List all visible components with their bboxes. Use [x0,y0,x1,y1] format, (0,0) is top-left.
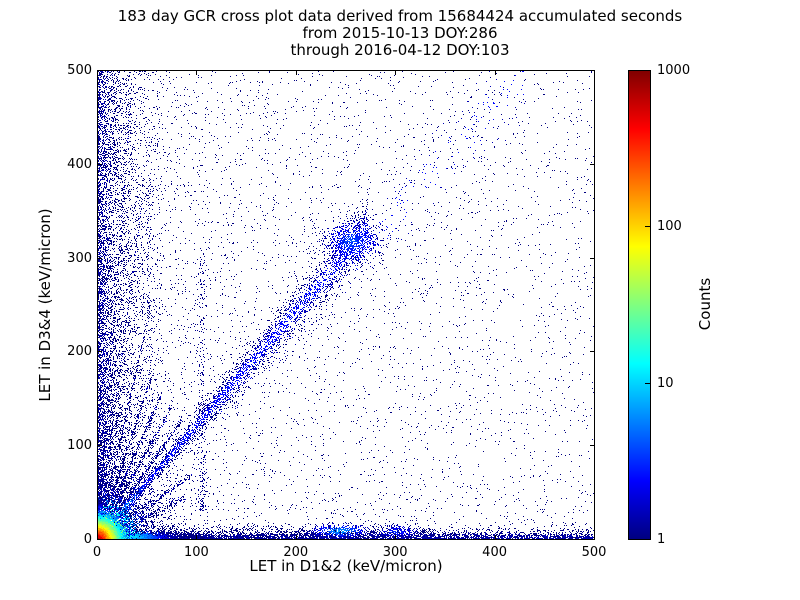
chart-title-line-1: 183 day GCR cross plot data derived from… [117,7,683,25]
y-tick-label-0: 0 [83,532,92,547]
chart-title-line-3: through 2016-04-12 DOY:103 [290,41,510,59]
x-tick-label-0: 0 [92,545,102,560]
y-tick-label-100: 100 [67,438,92,454]
y-tick-label-200: 200 [67,344,92,360]
colorbar-tick-label-1000: 1000 [657,63,691,78]
colorbar-label: Counts [696,277,714,331]
colorbar-tick-label-10: 10 [657,375,674,391]
colorbar [628,70,651,540]
y-axis-label: LET in D3&4 (keV/micron) [36,208,54,402]
colorbar-tick-label-100: 100 [657,219,682,235]
y-tick-label-500: 500 [67,63,92,78]
x-tick-label-100: 100 [183,545,209,560]
chart-title-line-2: from 2015-10-13 DOY:286 [302,24,498,42]
x-axis-label: LET in D1&2 (keV/micron) [249,557,443,575]
x-tick-label-500: 500 [581,545,607,560]
x-tick-label-300: 300 [382,545,408,560]
y-tick-label-400: 400 [67,156,92,172]
x-tick-label-400: 400 [482,545,507,560]
y-tick-label-300: 300 [67,250,92,266]
scatter-plot-canvas [97,70,595,540]
colorbar-tick-label-1: 1 [657,532,666,547]
x-tick-label-200: 200 [283,545,309,560]
